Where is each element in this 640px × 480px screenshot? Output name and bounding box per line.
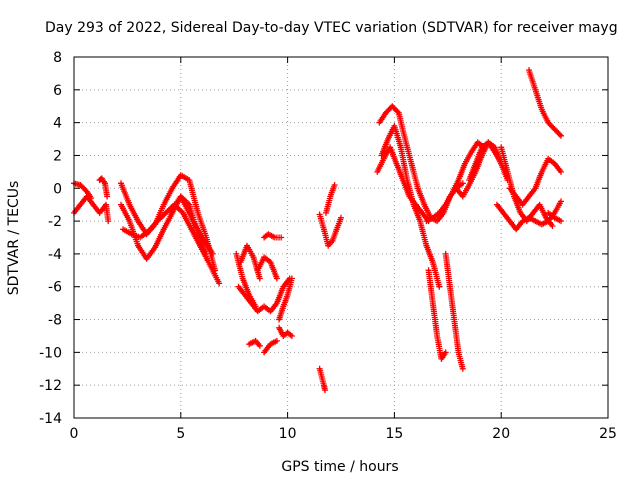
x-tick-label: 5 [176,426,185,442]
series-markers [233,250,259,310]
y-tick-label: -10 [39,345,62,361]
series-arc-14 [261,337,280,356]
series-arc-11 [261,231,285,241]
series-markers [276,275,295,323]
series-arc-27 [466,139,511,184]
series-markers [261,231,285,241]
series-arc-12 [254,254,280,282]
series-arc-13 [246,337,263,349]
series-arc-23 [423,139,488,225]
y-axis-label: SDTVAR / TECUs [6,181,22,296]
series-arc-8 [233,250,259,310]
series-markers [316,365,328,394]
series-arc-15 [276,324,295,339]
y-tick-label: -14 [39,411,62,427]
series-markers [506,155,564,208]
series-markers [276,324,295,339]
series-markers [425,267,449,362]
series-arc-18 [323,182,338,216]
x-tick-label: 20 [492,426,510,442]
plot-frame [73,56,609,419]
series-markers [526,67,564,139]
y-tick-label: 6 [53,83,62,99]
series-arc-32 [545,209,564,225]
x-tick-label: 10 [279,426,297,442]
y-tick-label: -12 [39,378,62,394]
series-markers [254,254,280,282]
y-tick-label: 2 [53,148,62,164]
series-markers [376,103,466,225]
series-arc-30 [506,155,564,208]
x-axis-label: GPS time / hours [281,459,398,475]
series-arc-31 [526,67,564,139]
x-tick-label: 0 [70,426,79,442]
series-arc-19 [316,365,328,394]
series-arc-22 [374,144,432,225]
y-tick-label: -8 [48,313,62,329]
series-markers [96,175,111,200]
series-markers [442,250,466,372]
series-markers [246,337,263,349]
series-markers [235,275,293,315]
series-arc-20 [376,103,466,225]
y-tick-label: -4 [48,247,62,263]
y-tick-label: 0 [53,181,62,197]
series-arc-9 [235,275,293,315]
series-arc-16 [276,275,295,323]
series-markers [423,139,488,225]
series-arc-25 [442,250,466,372]
series-markers [261,337,280,356]
series-markers [545,209,564,225]
chart-title: Day 293 of 2022, Sidereal Day-to-day VTE… [45,20,618,36]
x-tick-label: 25 [599,426,617,442]
grid-lines [74,57,608,418]
series-markers [374,144,432,225]
series-markers [167,193,216,257]
series-arc-3 [96,175,111,200]
series-markers [466,139,511,184]
y-tick-label: 4 [53,116,62,132]
series-arc-24 [425,267,449,362]
axis-ticks [73,56,609,419]
data-points [71,67,564,394]
series-markers [316,211,344,249]
y-tick-label: -2 [48,214,62,230]
series-arc-17 [316,211,344,249]
series-markers [323,182,338,216]
y-tick-label: 8 [53,50,62,66]
y-tick-label: -6 [48,280,62,296]
x-tick-label: 15 [385,426,403,442]
series-arc-7 [167,193,216,257]
